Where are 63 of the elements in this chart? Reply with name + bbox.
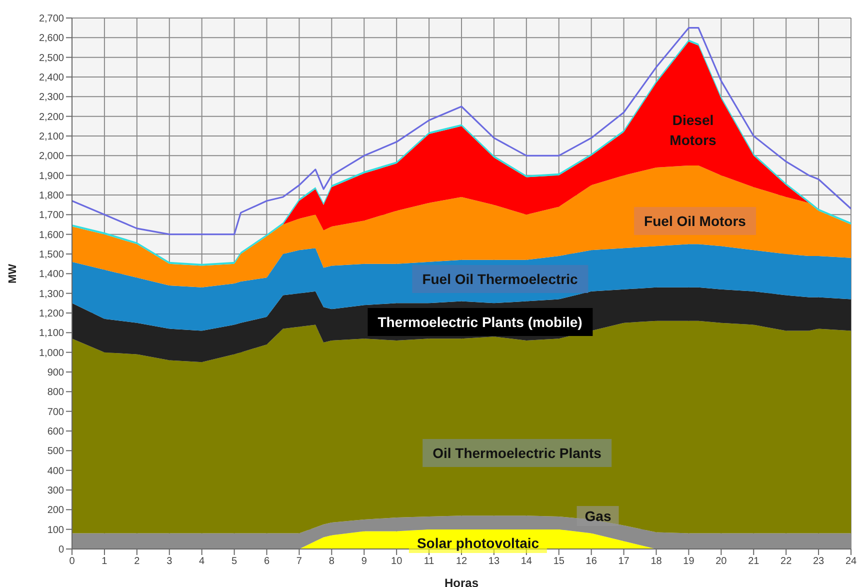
y-tick-label: 1,300	[38, 288, 64, 300]
y-tick-label: 2,000	[38, 151, 64, 162]
y-tick-label: 0	[58, 544, 64, 556]
x-tick-label: 7	[296, 556, 302, 568]
series-label: Thermoelectric Plants (mobile)	[368, 308, 592, 336]
y-tick-label: 800	[47, 387, 64, 398]
x-tick-label: 12	[456, 556, 468, 568]
x-tick-label: 21	[748, 556, 760, 568]
x-tick-label: 11	[424, 556, 435, 568]
y-tick-label: 2,200	[38, 112, 64, 123]
x-tick-label: 17	[618, 556, 630, 568]
x-tick-label: 3	[166, 556, 173, 568]
x-tick-label: 15	[553, 556, 565, 568]
x-tick-label: 24	[845, 556, 857, 568]
y-tick-label: 1,800	[38, 190, 64, 202]
x-tick-label: 19	[683, 556, 695, 568]
y-tick-label: 300	[47, 486, 64, 497]
series-label: Solar photovoltaic	[408, 533, 548, 553]
series-label: Fuel Oil Thermoelectric	[412, 265, 588, 293]
y-tick-label: 2,100	[38, 132, 64, 143]
series-label: Gas	[576, 506, 620, 526]
y-tick-label: 500	[47, 446, 64, 458]
x-tick-label: 6	[264, 556, 270, 568]
y-tick-label: 1,400	[38, 269, 64, 280]
y-tick-label: 1,500	[38, 250, 64, 261]
series-label: Diesel Motors	[668, 111, 718, 150]
y-tick-label: 900	[47, 368, 64, 379]
x-tick-label: 13	[488, 556, 500, 568]
y-tick-label: 100	[47, 524, 64, 536]
y-tick-label: 200	[47, 505, 64, 516]
x-tick-label: 18	[650, 556, 662, 568]
y-tick-label: 1,100	[38, 328, 64, 340]
x-axis-title: Horas	[444, 576, 479, 587]
x-tick-label: 4	[199, 556, 206, 568]
x-tick-label: 5	[232, 556, 238, 568]
x-tick-label: 14	[520, 556, 532, 568]
line-series	[72, 27, 851, 236]
y-tick-label: 1,200	[38, 308, 64, 320]
x-tick-label: 1	[102, 556, 108, 568]
x-tick-label: 8	[328, 556, 335, 568]
y-tick-label: 700	[47, 406, 64, 418]
y-tick-label: 1,700	[38, 210, 64, 222]
y-tick-label: 400	[47, 466, 64, 477]
x-tick-label: 2	[134, 556, 140, 568]
x-tick-label: 23	[812, 556, 825, 568]
y-axis-title: MW	[6, 263, 19, 284]
y-tick-label: 2,400	[38, 72, 64, 84]
y-tick-label: 1,900	[38, 170, 64, 182]
series-label: Oil Thermoelectric Plants	[422, 439, 612, 467]
y-tick-label: 2,500	[38, 52, 64, 64]
x-tick-label: 10	[391, 556, 403, 568]
y-tick-label: 2,700	[38, 14, 64, 25]
x-tick-label: 20	[716, 556, 728, 568]
x-tick-label: 0	[69, 556, 76, 568]
x-tick-label: 22	[780, 556, 792, 568]
y-tick-label: 1,000	[38, 348, 64, 359]
y-tick-label: 1,600	[38, 230, 64, 241]
series-label: Fuel Oil Motors	[634, 207, 756, 235]
y-tick-label: 2,300	[38, 92, 64, 104]
x-tick-label: 16	[586, 556, 598, 568]
y-tick-label: 2,600	[38, 33, 64, 44]
x-tick-label: 9	[361, 556, 368, 568]
y-tick-label: 600	[47, 426, 64, 438]
